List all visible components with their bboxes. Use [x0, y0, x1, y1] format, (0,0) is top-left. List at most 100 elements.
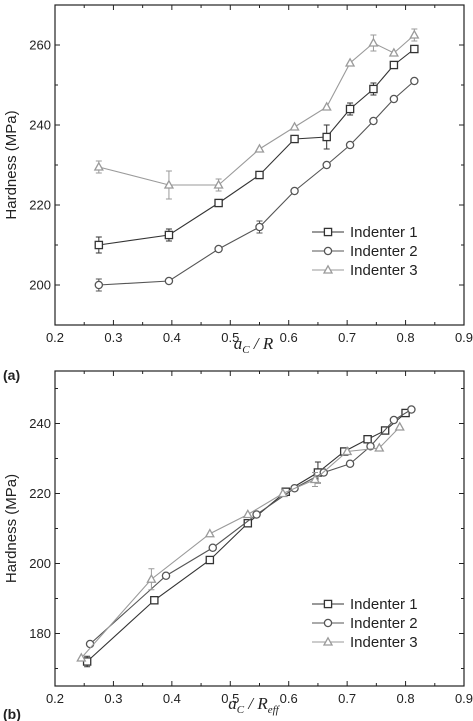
data-point — [214, 244, 223, 254]
data-point — [290, 186, 299, 196]
data-point — [254, 143, 265, 153]
series-line — [98, 80, 415, 286]
legend-marker — [323, 618, 333, 628]
data-point — [374, 442, 385, 452]
x-tick-label: 0.3 — [104, 330, 122, 345]
data-point — [277, 487, 288, 498]
data-point — [345, 104, 355, 114]
legend-label: Indenter 1 — [350, 596, 418, 613]
data-point — [394, 421, 405, 431]
data-point — [161, 571, 171, 581]
x-tick-label: 0.5 — [221, 691, 239, 706]
data-point — [344, 57, 356, 67]
data-point — [410, 44, 419, 54]
data-point — [368, 37, 379, 47]
data-point — [321, 101, 332, 111]
y-tick-label: 240 — [29, 118, 51, 133]
x-axis-label: aC / R — [234, 334, 274, 356]
y-axis-label: Hardness (MPa) — [3, 110, 20, 219]
x-axis-label: aC / Reff — [228, 694, 280, 716]
data-point — [164, 276, 174, 286]
x-tick-label: 0.6 — [280, 330, 298, 345]
data-point — [389, 415, 399, 425]
legend-marker — [323, 246, 333, 256]
data-point — [407, 405, 416, 414]
x-tick-label: 0.4 — [163, 330, 181, 345]
data-point — [255, 222, 264, 232]
panel-letter: (b) — [3, 706, 21, 721]
x-tick-label: 0.3 — [104, 691, 122, 706]
legend-marker — [322, 636, 334, 646]
x-axis-label-rest: / R — [250, 334, 274, 353]
data-point — [345, 459, 355, 468]
series-line — [86, 412, 406, 662]
data-point — [342, 445, 353, 456]
data-point — [94, 240, 104, 250]
data-point — [150, 596, 159, 605]
panel-letter: (a) — [3, 367, 20, 383]
data-point — [214, 198, 223, 208]
x-axis-label-sub: C — [242, 344, 250, 356]
data-point — [388, 47, 399, 57]
legend-label: Indenter 3 — [350, 262, 418, 279]
data-point — [369, 84, 378, 94]
data-point — [322, 132, 331, 142]
x-axis-label-main: a — [228, 694, 237, 713]
x-tick-label: 0.6 — [280, 691, 298, 706]
x-axis-label-main: a — [234, 334, 243, 353]
y-tick-label: 240 — [29, 416, 51, 431]
x-tick-label: 0.7 — [338, 691, 356, 706]
data-point — [409, 29, 420, 39]
legend-marker — [323, 599, 333, 609]
data-point — [94, 280, 104, 290]
x-tick-label: 0.2 — [46, 330, 64, 345]
y-tick-label: 260 — [29, 38, 51, 53]
data-point — [410, 76, 419, 86]
data-point — [76, 652, 87, 662]
legend-label: Indenter 1 — [350, 224, 418, 241]
panel-a: 0.2 0.3 0.4 0.5 0.6 0.7 0.8 0.9 200 220 240 260 Hard… — [3, 4, 473, 383]
data-point — [363, 434, 372, 444]
legend-marker — [323, 227, 333, 237]
legend-label: Indenter 2 — [350, 615, 418, 632]
data-point — [322, 160, 331, 170]
data-point — [164, 230, 174, 240]
data-point — [389, 60, 399, 70]
x-tick-label: 0.8 — [397, 330, 415, 345]
y-tick-label: 180 — [29, 626, 51, 641]
x-tick-label: 0.8 — [397, 691, 415, 706]
data-point — [255, 170, 264, 180]
x-axis-label-rest-sub: eff — [268, 704, 281, 716]
legend-marker — [322, 264, 334, 274]
data-point — [85, 639, 95, 649]
y-tick-label: 200 — [29, 556, 51, 571]
series-line — [98, 48, 415, 246]
x-axis-label-sub: C — [237, 704, 245, 716]
legend-label: Indenter 3 — [350, 634, 418, 651]
x-tick-label: 0.4 — [163, 691, 181, 706]
data-point — [93, 161, 104, 171]
y-tick-label: 220 — [29, 486, 51, 501]
legend-label: Indenter 2 — [350, 243, 418, 260]
x-tick-label: 0.7 — [338, 330, 356, 345]
data-point — [213, 179, 224, 189]
data-point — [290, 134, 299, 144]
data-point — [389, 94, 399, 104]
x-tick-label: 0.9 — [455, 330, 473, 345]
x-tick-label: 0.2 — [46, 691, 64, 706]
data-point — [242, 508, 253, 519]
panel-b: 0.2 0.3 0.4 0.5 0.6 0.7 0.8 0.9 180 200 220 240 Hard… — [3, 370, 473, 721]
y-tick-label: 200 — [29, 278, 51, 293]
data-point — [163, 179, 175, 189]
series-line — [89, 409, 412, 645]
data-point — [204, 528, 215, 538]
data-point — [366, 441, 375, 451]
data-point — [369, 116, 378, 126]
data-point — [289, 121, 300, 131]
data-point — [146, 573, 157, 583]
data-point — [208, 543, 218, 553]
y-axis-label: Hardness (MPa) — [3, 474, 20, 583]
data-point — [252, 510, 261, 519]
data-point — [205, 555, 215, 565]
